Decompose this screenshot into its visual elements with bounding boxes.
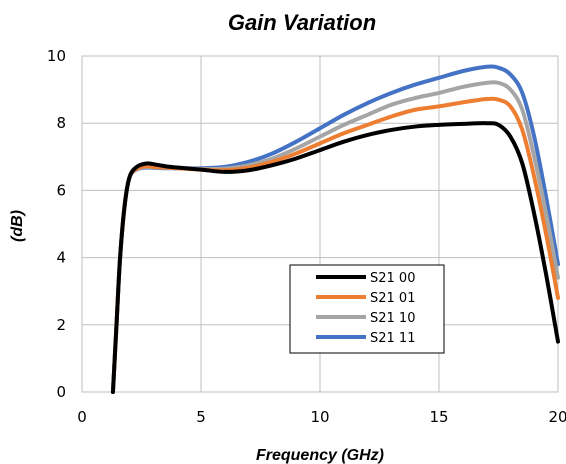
tick-labels: 0 2 4 6 8 10 0 5 10 15 20 <box>47 47 566 426</box>
legend-label: S21 11 <box>370 331 415 346</box>
plot-area-border <box>81 55 559 393</box>
y-tick-label: 6 <box>56 181 66 199</box>
x-tick-label: 10 <box>310 408 329 426</box>
y-tick-label: 4 <box>56 249 66 267</box>
y-tick-label: 8 <box>56 114 66 132</box>
x-axis-label: Frequency (GHz) <box>256 447 384 464</box>
chart-title: Gain Variation <box>228 10 376 35</box>
legend-label: S21 10 <box>370 311 415 326</box>
x-tick-label: 5 <box>196 408 206 426</box>
legend-label: S21 00 <box>370 271 415 286</box>
series-line-s21-00 <box>110 121 560 394</box>
y-tick-label: 10 <box>47 47 66 65</box>
y-axis-label: (dB) <box>9 210 26 242</box>
y-tick-label: 2 <box>56 316 66 334</box>
y-tick-label: 0 <box>56 383 66 401</box>
x-tick-label: 15 <box>429 408 448 426</box>
x-tick-label: 0 <box>77 408 87 426</box>
x-tick-label: 20 <box>548 408 566 426</box>
legend-box <box>289 264 445 354</box>
legend: S21 00 S21 01 S21 10 S21 11 <box>289 264 445 354</box>
legend-label: S21 01 <box>370 291 415 306</box>
series-lines <box>110 64 560 394</box>
